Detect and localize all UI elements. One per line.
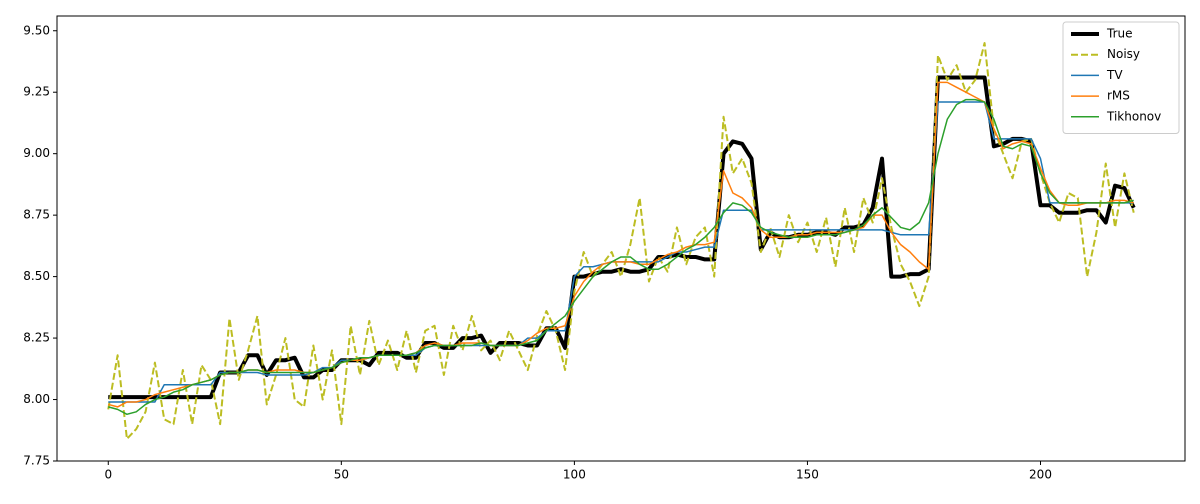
y-tick-label: 8.25	[23, 331, 50, 345]
x-tick-label: 0	[104, 468, 112, 482]
legend-label: TV	[1106, 68, 1123, 82]
y-tick-label: 8.75	[23, 208, 50, 222]
series-line	[108, 98, 1134, 416]
x-tick-label: 150	[796, 468, 819, 482]
legend-label: Noisy	[1107, 47, 1140, 61]
series-line	[107, 42, 1135, 440]
series-line	[108, 81, 1134, 408]
y-tick-label: 7.75	[23, 454, 50, 468]
legend-box	[1062, 21, 1180, 134]
y-tick-label: 9.25	[23, 85, 50, 99]
y-tick-label: 8.00	[23, 392, 50, 406]
x-tick-label: 100	[563, 468, 586, 482]
y-tick-label: 8.50	[23, 269, 50, 283]
plot-lines	[107, 42, 1136, 440]
x-tick-label: 200	[1029, 468, 1052, 482]
y-tick-label: 9.50	[23, 23, 50, 37]
plot-frame	[56, 15, 1186, 462]
legend-label: True	[1106, 27, 1133, 41]
legend-label: Tikhonov	[1106, 109, 1161, 123]
legend-label: rMS	[1107, 89, 1130, 103]
y-tick-label: 9.00	[23, 146, 50, 160]
x-tick-label: 50	[334, 468, 349, 482]
